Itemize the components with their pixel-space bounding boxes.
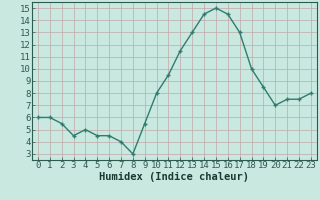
X-axis label: Humidex (Indice chaleur): Humidex (Indice chaleur) [100,172,249,182]
